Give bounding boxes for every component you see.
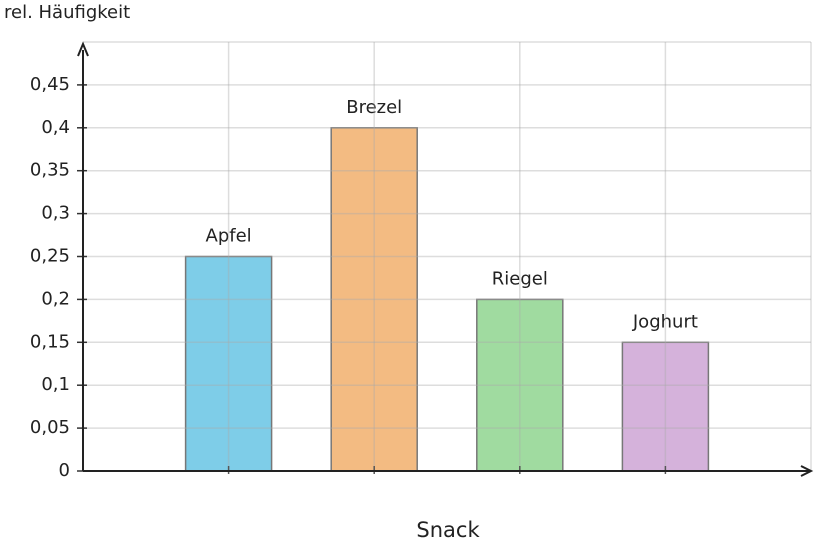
y-axis-label: rel. Häufigkeit (4, 2, 130, 23)
y-tick-label: 0 (59, 460, 70, 481)
bar-category-label: Riegel (492, 268, 548, 289)
y-tick-label: 0,3 (41, 203, 70, 224)
y-tick-label: 0,45 (30, 74, 70, 95)
y-tick-label: 0,05 (30, 417, 70, 438)
x-axis-label: Snack (416, 518, 480, 542)
bar (621, 341, 710, 472)
y-tick-label: 0,15 (30, 331, 70, 352)
y-tick-label: 0,1 (41, 374, 70, 395)
bar-category-label: Apfel (206, 226, 252, 247)
y-tick-label: 0,4 (41, 117, 70, 138)
y-tick-label: 0,2 (41, 288, 70, 309)
y-tick-label: 0,25 (30, 246, 70, 267)
x-axis-arrow (800, 465, 814, 477)
bar-category-label: Joghurt (632, 311, 698, 332)
y-axis-arrow (77, 41, 89, 57)
bar (184, 255, 273, 472)
y-tick-label: 0,35 (30, 160, 70, 181)
bar (476, 298, 564, 472)
bar-category-label: Brezel (346, 97, 402, 118)
